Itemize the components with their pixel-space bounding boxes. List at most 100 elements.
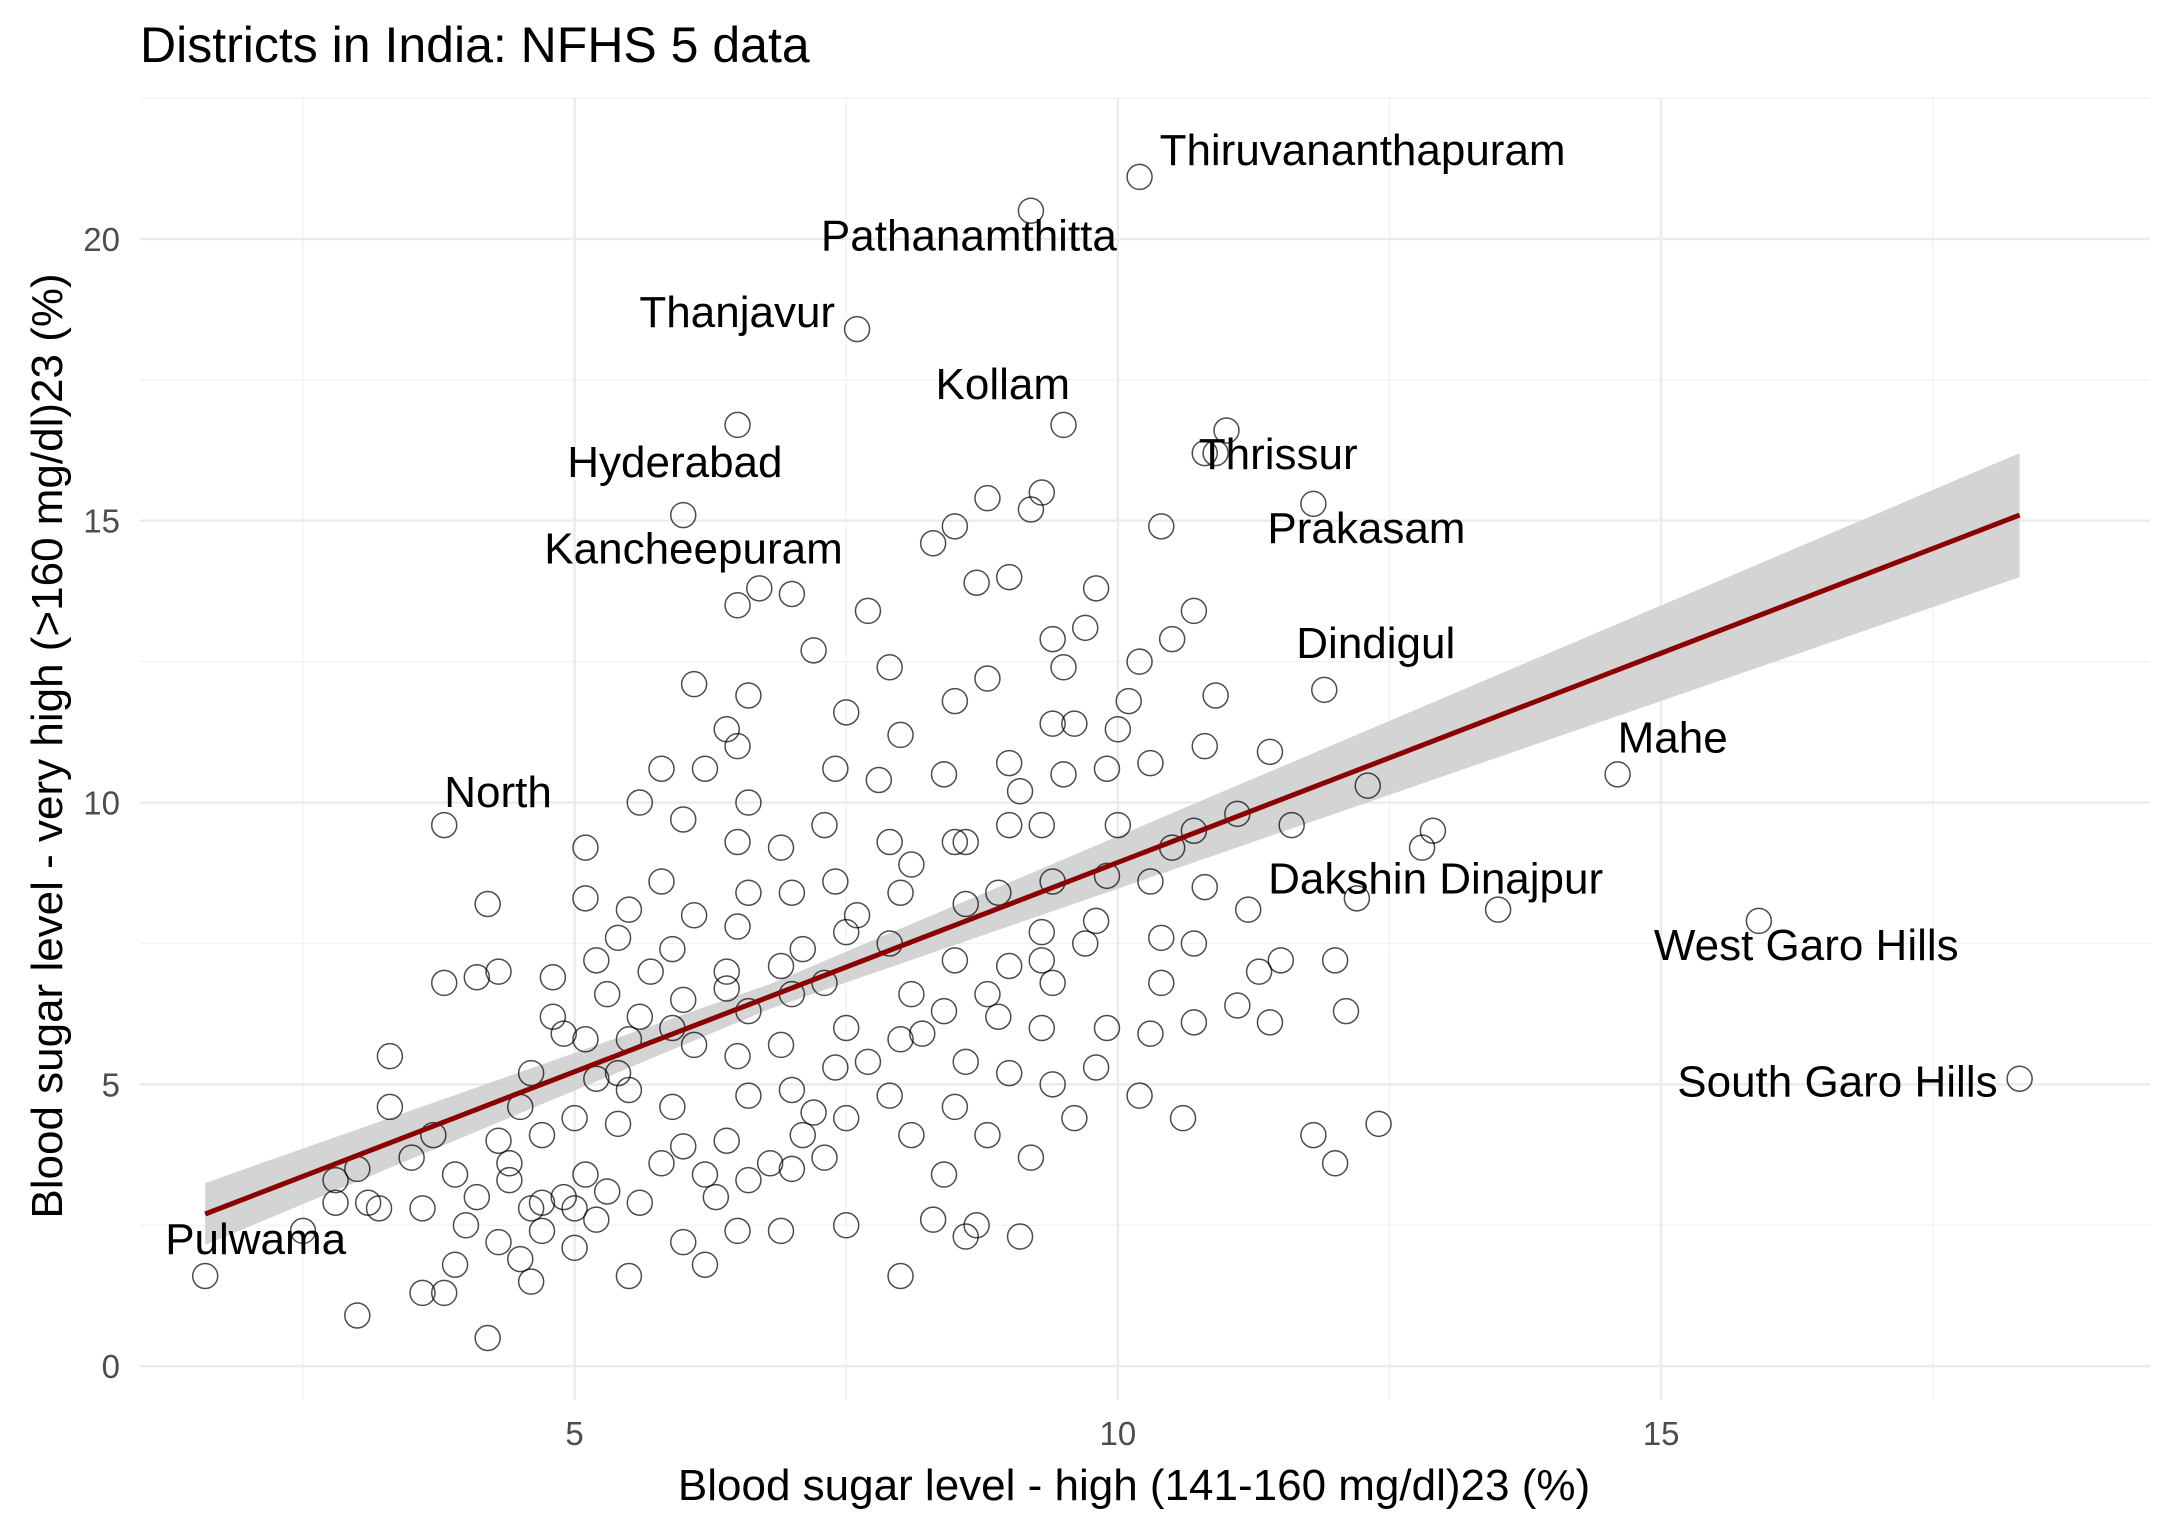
data-point — [1050, 654, 1077, 681]
data-point — [1071, 614, 1099, 642]
point-label: West Garo Hills — [1654, 921, 1959, 970]
data-point — [735, 682, 762, 709]
data-point — [680, 1031, 708, 1059]
data-point — [572, 885, 599, 912]
data-point — [485, 1228, 512, 1256]
data-point — [691, 755, 719, 782]
data-point — [811, 1144, 838, 1171]
data-point — [713, 716, 740, 743]
point-labels: Thiruvananthapuram Pathanamthitta Thanjavu… — [165, 126, 1997, 1264]
data-point — [941, 947, 969, 974]
data-point — [583, 1065, 610, 1092]
data-point — [669, 1228, 697, 1256]
data-point — [1082, 907, 1110, 935]
point-label: Thanjavur — [639, 288, 835, 337]
data-point — [876, 1082, 903, 1109]
data-point — [919, 1206, 947, 1233]
data-point — [1256, 1009, 1284, 1036]
data-point — [441, 1161, 469, 1188]
data-point — [1343, 885, 1371, 912]
point-label: Mahe — [1618, 713, 1728, 762]
data-point — [430, 969, 458, 997]
data-point — [583, 947, 610, 974]
data-point — [1354, 772, 1381, 799]
data-point — [539, 1003, 567, 1030]
data-point — [572, 1026, 599, 1053]
data-point — [1126, 1082, 1153, 1109]
data-point — [1137, 1020, 1164, 1047]
data-point — [1137, 868, 1164, 895]
data-point — [496, 1150, 523, 1177]
data-point — [604, 1059, 632, 1087]
data-point — [767, 952, 795, 980]
data-point — [952, 1223, 979, 1250]
data-point — [572, 1161, 599, 1188]
x-tick-label: 10 — [1099, 1415, 1136, 1452]
data-point — [1300, 1121, 1327, 1149]
data-point — [289, 1217, 317, 1245]
data-point — [517, 1059, 545, 1087]
point-label: Dakshin Dinajpur — [1268, 855, 1603, 904]
data-point — [615, 896, 643, 923]
labeled-data-point — [430, 811, 458, 839]
data-point — [963, 1212, 990, 1239]
data-point — [778, 1155, 806, 1183]
data-point — [365, 1195, 393, 1222]
data-point — [909, 1020, 936, 1047]
data-point — [593, 1178, 621, 1205]
data-point — [1158, 625, 1186, 653]
data-point — [1017, 1144, 1045, 1171]
point-label: Thiruvananthapuram — [1160, 126, 1566, 175]
data-point — [974, 665, 1001, 692]
data-point — [822, 755, 849, 782]
grid — [140, 97, 2150, 1400]
x-axis-ticks: 5 10 15 — [565, 1415, 1679, 1452]
data-point — [995, 1059, 1023, 1087]
data-point — [1093, 755, 1121, 782]
data-point — [974, 1121, 1001, 1149]
data-point — [724, 732, 751, 760]
data-point — [659, 935, 686, 963]
data-point — [680, 902, 708, 929]
y-axis-title: Blood sugar level - very high (>160 mg/d… — [23, 273, 72, 1218]
data-point — [985, 879, 1012, 906]
data-point — [409, 1195, 436, 1222]
confidence-band — [205, 453, 2020, 1245]
data-point — [1191, 732, 1219, 760]
data-point — [463, 1183, 491, 1211]
labeled-data-point — [2006, 1065, 2033, 1092]
data-point — [496, 1166, 523, 1194]
data-point — [507, 1245, 534, 1273]
data-point — [930, 1161, 958, 1188]
data-point — [1028, 1014, 1056, 1042]
data-point — [1245, 958, 1273, 985]
data-point — [963, 569, 990, 596]
y-tick-label: 5 — [102, 1066, 120, 1103]
data-point — [941, 1093, 969, 1121]
data-point — [463, 964, 491, 991]
data-point — [1061, 1104, 1088, 1132]
data-point — [539, 964, 567, 991]
data-point — [648, 868, 675, 895]
labeled-data-point — [1311, 676, 1338, 704]
labeled-data-point — [746, 575, 773, 602]
data-point — [713, 1127, 740, 1154]
data-point — [648, 1150, 675, 1177]
data-point — [800, 1099, 827, 1126]
data-point — [376, 1093, 404, 1121]
data-point — [1137, 749, 1164, 777]
data-point — [1408, 834, 1436, 861]
data-point — [778, 580, 806, 608]
labeled-data-point — [1191, 439, 1219, 467]
confidence-band-area — [205, 453, 2020, 1245]
data-point — [995, 952, 1023, 980]
data-point — [832, 1104, 860, 1132]
point-label: Kollam — [936, 360, 1070, 409]
data-point — [898, 1121, 925, 1149]
data-point — [778, 1076, 806, 1104]
data-point — [1115, 687, 1142, 715]
point-label: Dindigul — [1296, 619, 1455, 668]
data-point — [583, 1206, 610, 1233]
data-point — [1365, 1110, 1392, 1138]
